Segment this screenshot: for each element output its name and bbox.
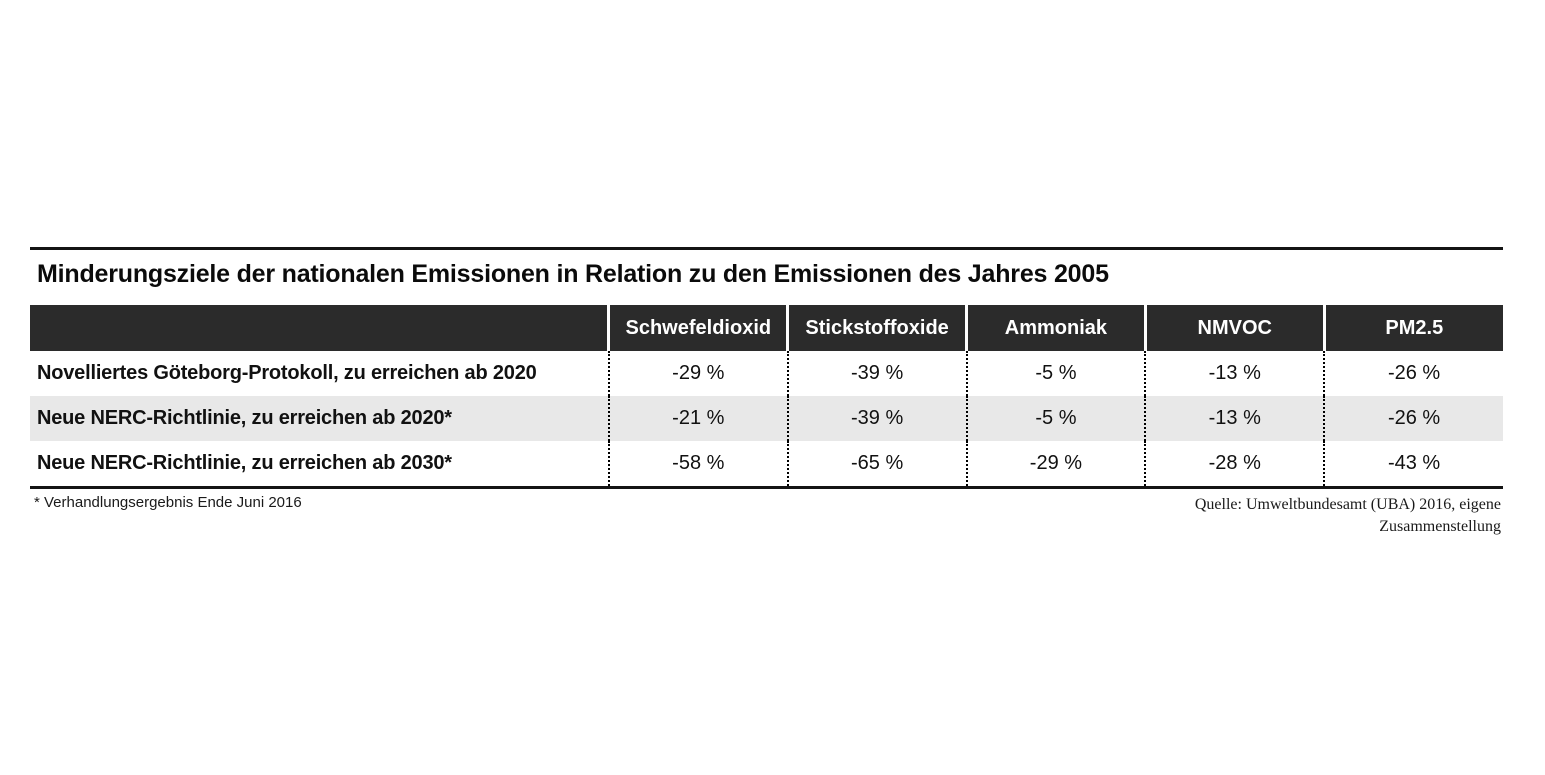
column-header-empty: [30, 305, 609, 351]
bottom-rule: [30, 486, 1503, 489]
source-line-1: Quelle: Umweltbundesamt (UBA) 2016, eige…: [1194, 496, 1501, 513]
table-row-nerc-2030: Neue NERC-Richtlinie, zu erreichen ab 20…: [30, 441, 1503, 486]
value-cell: -13 %: [1144, 351, 1325, 396]
table-body: Novelliertes Göteborg-Protokoll, zu erre…: [30, 351, 1503, 486]
footnote: * Verhandlungsergebnis Ende Juni 2016: [34, 494, 302, 511]
value-cell: -26 %: [1323, 351, 1503, 396]
column-header-stickstoffoxide: Stickstoffoxide: [786, 305, 967, 351]
source-line-2: Zusammenstellung: [1379, 518, 1501, 536]
value-cell: -29 %: [607, 351, 788, 396]
value-cell: -43 %: [1323, 441, 1503, 486]
column-header-nmvoc: NMVOC: [1143, 305, 1325, 351]
column-header-pm25: PM2.5: [1322, 305, 1503, 351]
value-cell: -58 %: [607, 441, 788, 486]
value-cell: -21 %: [607, 396, 788, 441]
value-cell: -26 %: [1323, 396, 1503, 441]
table-row-nerc-2020: Neue NERC-Richtlinie, zu erreichen ab 20…: [30, 396, 1503, 441]
value-cell: -5 %: [965, 351, 1146, 396]
value-cell: -39 %: [786, 351, 967, 396]
emissions-table: Schwefeldioxid Stickstoffoxide Ammoniak …: [30, 305, 1503, 486]
source-credit: Quelle: Umweltbundesamt (UBA) 2016, eige…: [1195, 494, 1503, 539]
header-row: Schwefeldioxid Stickstoffoxide Ammoniak …: [30, 305, 1503, 351]
top-rule: [30, 247, 1503, 250]
value-cell: -13 %: [1144, 396, 1325, 441]
figure-footer: * Verhandlungsergebnis Ende Juni 2016 Qu…: [30, 489, 1503, 539]
table-header: Schwefeldioxid Stickstoffoxide Ammoniak …: [30, 305, 1503, 351]
column-header-ammoniak: Ammoniak: [965, 305, 1146, 351]
row-label: Neue NERC-Richtlinie, zu erreichen ab 20…: [37, 452, 452, 474]
row-label: Neue NERC-Richtlinie, zu erreichen ab 20…: [30, 396, 609, 441]
table-row-goeteborg-2020: Novelliertes Göteborg-Protokoll, zu erre…: [30, 351, 1503, 396]
value-cell: -29 %: [965, 441, 1146, 486]
emissions-figure: Minderungsziele der nationalen Emissione…: [30, 247, 1503, 539]
value-cell: -65 %: [786, 441, 967, 486]
value-cell: -39 %: [786, 396, 967, 441]
row-label: Novelliertes Göteborg-Protokoll, zu erre…: [37, 362, 537, 384]
column-header-schwefeldioxid: Schwefeldioxid: [607, 305, 788, 351]
value-cell: -5 %: [965, 396, 1146, 441]
figure-title: Minderungsziele der nationalen Emissione…: [37, 260, 1109, 288]
value-cell: -28 %: [1144, 441, 1325, 486]
